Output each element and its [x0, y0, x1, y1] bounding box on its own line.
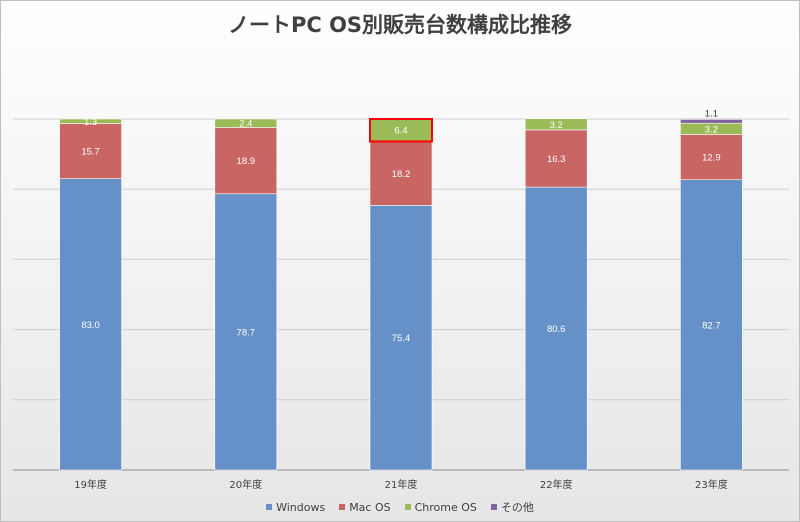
legend-item: Chrome OS — [404, 499, 477, 515]
data-label: 75.4 — [392, 333, 411, 344]
data-label: 82.7 — [702, 320, 721, 331]
bar-windows — [369, 205, 433, 471]
bar-chrome-os — [59, 118, 122, 124]
legend-label: その他 — [500, 501, 534, 514]
data-label: 18.2 — [392, 169, 411, 180]
data-label: 3.2 — [705, 124, 718, 135]
bar-windows — [214, 193, 278, 471]
data-label: 78.7 — [237, 327, 256, 338]
x-tick-label: 23年度 — [695, 478, 728, 491]
bar-chrome-os — [524, 118, 588, 131]
x-tick-label: 21年度 — [385, 478, 418, 491]
bar-windows — [59, 178, 122, 471]
bar-mac-os — [680, 134, 743, 181]
bar-mac-os — [524, 129, 588, 188]
data-label: 15.7 — [81, 147, 100, 158]
plot-area: 83.0 15.7 1.3 19年度 78.7 18.9 2.4 20年度 75.4 18.2 6.… — [13, 108, 789, 491]
legend-swatch — [339, 504, 346, 510]
bar-chrome-os — [214, 118, 278, 128]
legend-swatch — [490, 504, 497, 510]
legend-swatch — [404, 504, 411, 510]
legend-item: Windows — [266, 499, 325, 515]
data-label: 6.4 — [394, 126, 407, 137]
bar-その他 — [680, 119, 743, 124]
data-label: 3.2 — [550, 120, 563, 131]
data-label: 18.9 — [237, 156, 256, 167]
x-tick-label: 20年度 — [229, 478, 262, 491]
data-label: 2.4 — [239, 119, 252, 130]
data-label: 80.6 — [547, 324, 566, 335]
legend-item: その他 — [490, 499, 534, 515]
data-label: 83.0 — [81, 320, 100, 331]
data-label: 1.1 — [705, 108, 718, 119]
bar-mac-os — [214, 127, 278, 195]
bar-chrome-os — [369, 118, 433, 143]
data-label: 1.3 — [84, 117, 97, 128]
legend-label: Chrome OS — [414, 500, 477, 514]
bar-windows — [524, 186, 588, 471]
data-label: 12.9 — [702, 153, 721, 164]
chart-title: ノートPC OS別販売台数構成比推移 — [227, 13, 573, 37]
legend: Windows Mac OS Chrome OS その他 — [1, 499, 799, 515]
data-label: 16.3 — [547, 154, 566, 165]
bar-mac-os — [59, 123, 122, 179]
legend-label: Mac OS — [349, 500, 391, 514]
legend-swatch — [266, 504, 273, 510]
legend-item: Mac OS — [339, 499, 391, 515]
x-tick-label: 22年度 — [540, 478, 573, 491]
legend-label: Windows — [276, 500, 326, 514]
bar-windows — [680, 179, 743, 471]
x-tick-label: 19年度 — [74, 478, 107, 491]
